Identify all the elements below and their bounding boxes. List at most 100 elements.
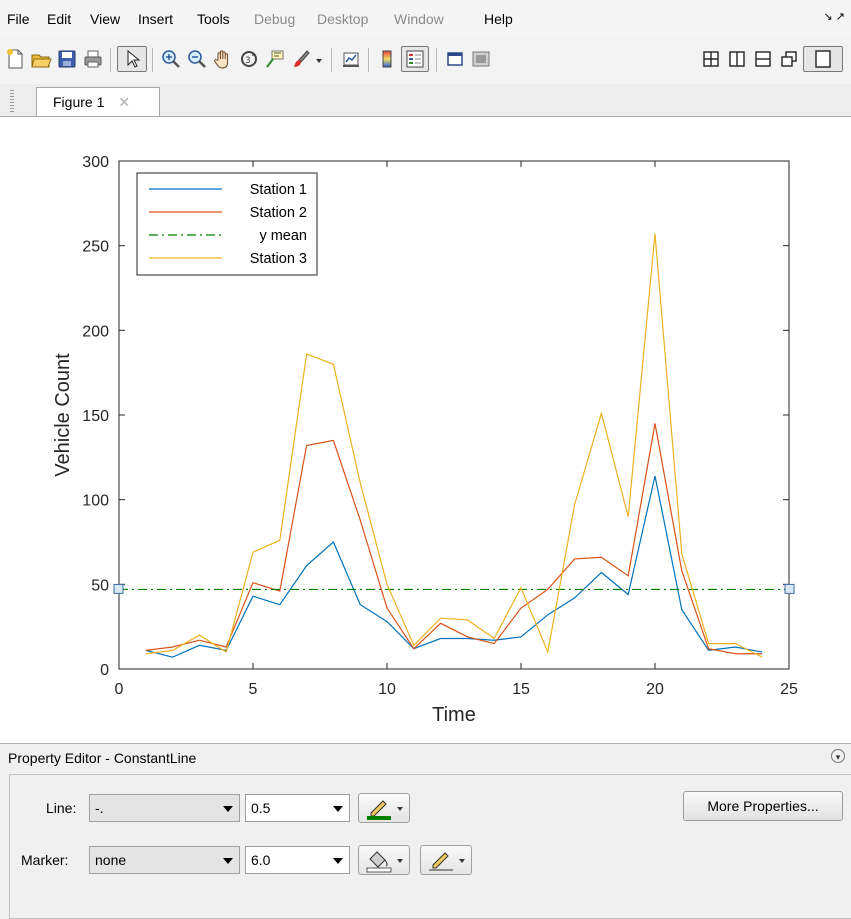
save-figure-icon[interactable]	[55, 46, 79, 72]
float-window-icon[interactable]	[777, 46, 801, 72]
x-tick-label: 20	[646, 681, 664, 698]
y-axis-label: Vehicle Count	[52, 353, 74, 477]
marker-size-value: 6.0	[251, 852, 271, 868]
y-tick-label: 150	[82, 408, 109, 425]
more-properties-button[interactable]: More Properties...	[683, 791, 843, 821]
menu-edit[interactable]: Edit	[47, 11, 72, 27]
tile-top-bottom-icon[interactable]	[751, 46, 775, 72]
pen-edge-icon	[429, 852, 453, 871]
x-tick-label: 15	[512, 681, 530, 698]
legend-entry: y mean	[259, 228, 307, 244]
collapse-panel-icon[interactable]: ▾	[831, 749, 845, 763]
toolbar-separator	[436, 48, 437, 72]
line-color-swatch	[367, 816, 391, 820]
chevron-down-icon	[397, 807, 403, 811]
menu-file[interactable]: File	[7, 11, 30, 27]
marker-edge-color-button[interactable]	[420, 845, 472, 875]
menu-view[interactable]: View	[90, 11, 121, 27]
series-line-station-2	[145, 423, 763, 655]
insert-legend-icon[interactable]	[401, 46, 429, 72]
zoom-in-icon[interactable]	[159, 46, 183, 72]
line-color-button[interactable]	[358, 793, 410, 823]
link-plot-icon[interactable]	[339, 46, 363, 72]
series-line-station-3	[145, 233, 763, 658]
chevron-down-icon	[223, 858, 233, 864]
edit-plot-icon[interactable]	[117, 46, 147, 72]
line-label: Line:	[46, 800, 77, 816]
line-style-value: -.	[95, 800, 104, 816]
paint-bucket-icon	[366, 851, 392, 873]
marker-label: Marker:	[21, 852, 69, 868]
property-editor-title: Property Editor - ConstantLine	[8, 750, 197, 766]
show-plot-tools-icon[interactable]	[469, 46, 493, 72]
insert-colorbar-icon[interactable]	[375, 46, 399, 72]
selection-handle	[784, 583, 795, 594]
maximize-window-icon[interactable]	[803, 46, 843, 72]
data-cursor-icon[interactable]	[263, 46, 287, 72]
line-style-select[interactable]: -.	[89, 794, 240, 822]
y-tick-label: 100	[82, 493, 109, 510]
figure-tab-bar: Figure 1 ✕	[0, 84, 851, 117]
line-chart[interactable]: 0 5 10 15 20 25050100150200250300TimeVehicle …	[0, 117, 851, 743]
brush-data-icon[interactable]	[289, 46, 313, 72]
chevron-down-icon	[333, 806, 343, 812]
legend-entry: Station 2	[250, 205, 307, 221]
undock-dock-controls[interactable]: ↘ ↗	[823, 11, 846, 23]
tile-left-right-icon[interactable]	[725, 46, 749, 72]
x-tick-label: 5	[249, 681, 258, 698]
line-width-select[interactable]: 0.5	[245, 794, 350, 822]
close-icon[interactable]: ✕	[118, 93, 131, 110]
pan-hand-icon[interactable]	[211, 46, 235, 72]
pen-color-icon	[367, 800, 391, 820]
hide-plot-tools-icon[interactable]	[443, 46, 467, 72]
y-tick-label: 200	[82, 323, 109, 340]
menu-desktop[interactable]: Desktop	[317, 11, 369, 27]
zoom-out-icon[interactable]	[185, 46, 209, 72]
x-tick-label: 25	[780, 681, 798, 698]
svg-text:3: 3	[245, 56, 251, 66]
brush-dropdown-icon[interactable]	[313, 46, 325, 72]
marker-face-swatch	[366, 867, 392, 873]
x-tick-label: 0	[115, 681, 124, 698]
figure-toolbar: 3	[0, 38, 851, 85]
print-figure-icon[interactable]	[81, 46, 105, 72]
y-tick-label: 250	[82, 239, 109, 256]
tile-grid-icon[interactable]	[699, 46, 723, 72]
marker-value: none	[95, 852, 127, 868]
toolbar-separator	[152, 48, 153, 72]
menu-window[interactable]: Window	[394, 11, 444, 27]
chevron-down-icon	[333, 858, 343, 864]
menu-debug[interactable]: Debug	[254, 11, 296, 27]
x-axis-label: Time	[432, 704, 476, 726]
selection-handle	[113, 583, 124, 594]
chevron-down-icon	[397, 859, 403, 863]
marker-select[interactable]: none	[89, 846, 240, 874]
property-editor: Property Editor - ConstantLine ▾ Line: -…	[0, 743, 851, 919]
toolbar-separator	[110, 48, 111, 72]
chevron-down-icon	[459, 859, 465, 863]
legend-entry: Station 3	[250, 251, 307, 267]
menu-bar: File Edit View Insert Tools Debug Deskto…	[0, 0, 851, 39]
menu-tools[interactable]: Tools	[197, 11, 230, 27]
chevron-down-icon	[223, 806, 233, 812]
figure-canvas: 0 5 10 15 20 25 0 50 100 150 200 250 300 Time Vehicle …	[0, 117, 851, 743]
y-tick-label: 0	[100, 662, 109, 679]
y-tick-label: 300	[82, 154, 109, 171]
open-file-icon[interactable]	[29, 46, 53, 72]
new-figure-icon[interactable]	[3, 46, 27, 72]
toolbar-separator	[331, 48, 332, 72]
drag-handle[interactable]	[10, 90, 14, 112]
marker-face-color-button[interactable]	[358, 845, 410, 875]
y-tick-label: 50	[91, 577, 109, 594]
series-line-station-1	[145, 475, 763, 658]
menu-insert[interactable]: Insert	[138, 11, 174, 27]
tab-figure-1[interactable]: Figure 1 ✕	[36, 87, 160, 116]
legend-entry: Station 1	[250, 182, 307, 198]
marker-size-select[interactable]: 6.0	[245, 846, 350, 874]
toolbar-separator	[368, 48, 369, 72]
menu-help[interactable]: Help	[484, 11, 513, 27]
rotate-3d-icon[interactable]: 3	[237, 46, 261, 72]
x-tick-label: 10	[378, 681, 396, 698]
tab-label: Figure 1	[53, 94, 105, 110]
line-width-value: 0.5	[251, 800, 271, 816]
